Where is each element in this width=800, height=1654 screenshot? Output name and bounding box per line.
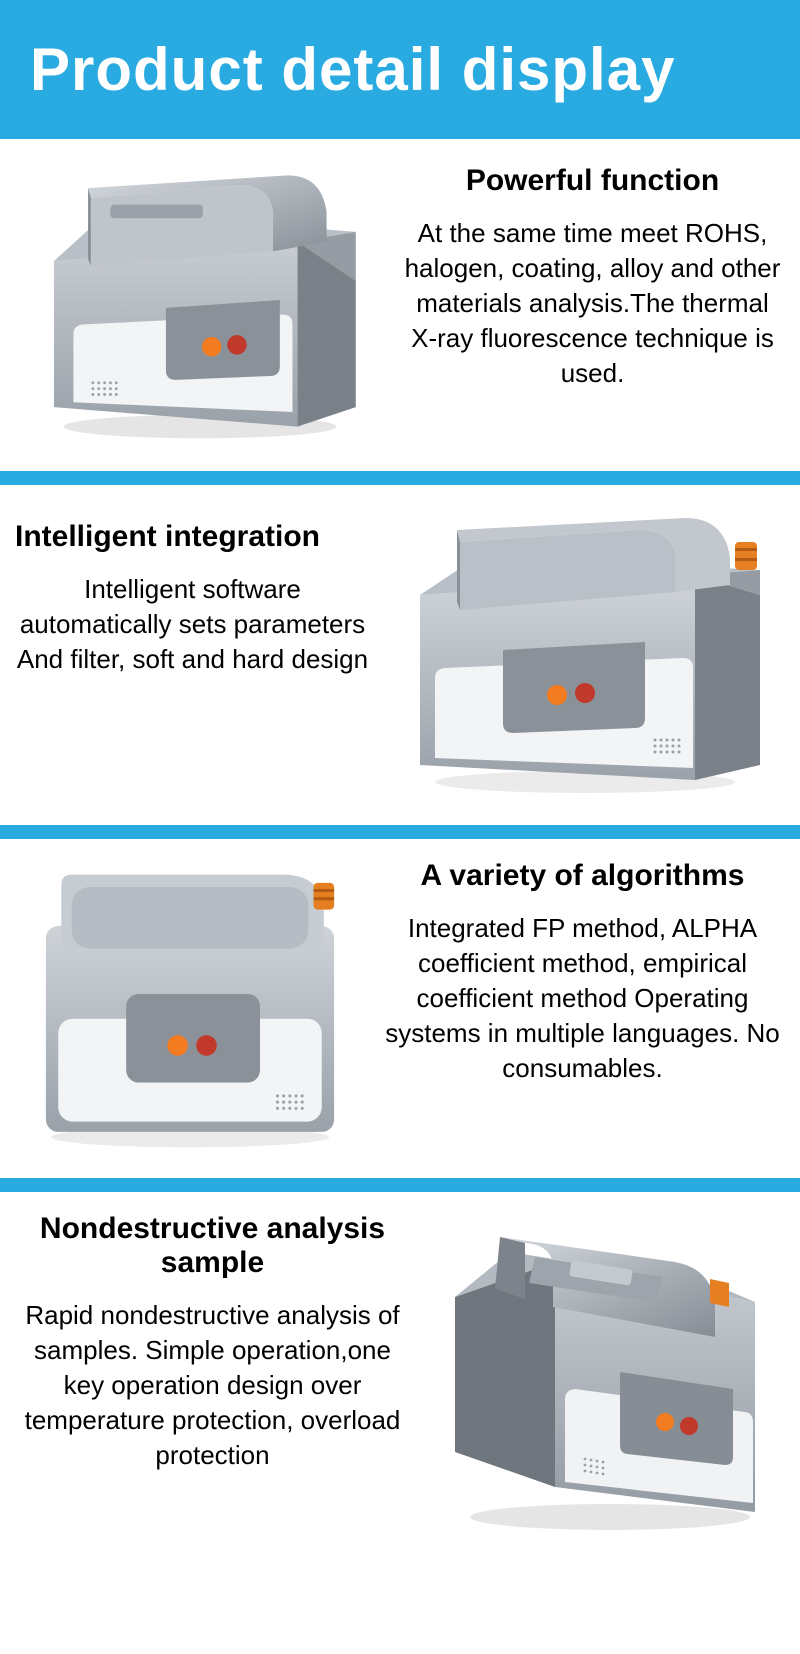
text-block-algorithms: A variety of algorithms Integrated FP me… [380,854,785,1086]
divider-1 [0,471,800,485]
text-block-powerful: Powerful function At the same time meet … [400,154,785,391]
heading-powerful: Powerful function [400,164,785,198]
page-header: Product detail display [0,0,800,139]
text-block-intelligent: Intelligent integration Intelligent soft… [15,500,370,677]
divider-3 [0,1178,800,1192]
divider-2 [0,825,800,839]
device-image-3 [15,854,365,1153]
body-intelligent: Intelligent software automatically sets … [15,572,370,677]
body-powerful: At the same time meet ROHS, halogen, coa… [400,216,785,391]
body-algorithms: Integrated FP method, ALPHA coefficient … [380,911,785,1086]
body-nondestructive: Rapid nondestructive analysis of samples… [15,1298,410,1473]
section-intelligent: Intelligent integration Intelligent soft… [0,485,800,825]
device-image-1 [15,154,385,446]
device-image-2 [385,500,785,800]
device-image-4 [425,1207,785,1537]
section-nondestructive: Nondestructive analysis sample Rapid non… [0,1192,800,1562]
section-powerful: Powerful function At the same time meet … [0,139,800,471]
heading-algorithms: A variety of algorithms [380,859,785,893]
heading-intelligent: Intelligent integration [15,520,370,554]
page-title: Product detail display [30,35,770,104]
text-block-nondestructive: Nondestructive analysis sample Rapid non… [15,1207,410,1473]
section-algorithms: A variety of algorithms Integrated FP me… [0,839,800,1178]
heading-nondestructive: Nondestructive analysis sample [15,1212,410,1280]
